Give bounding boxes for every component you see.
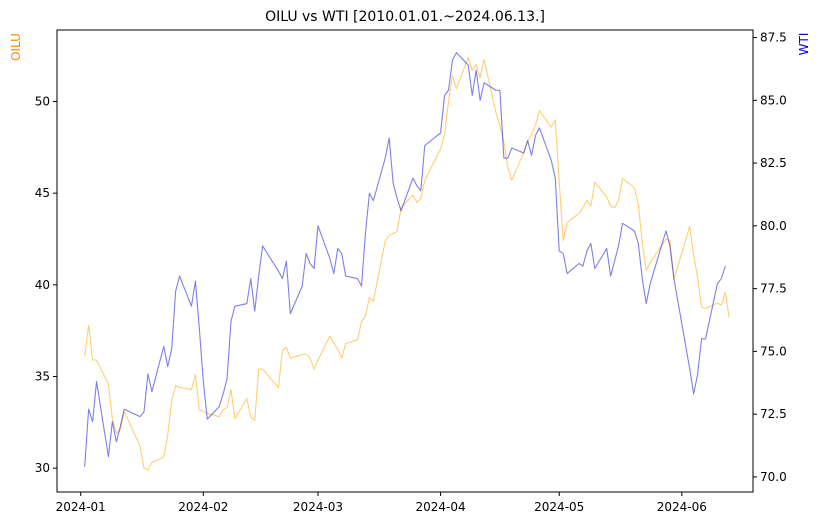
right-y-tick-label: 72.5 [760, 407, 787, 421]
series-layer [84, 52, 730, 471]
x-tick-label: 2024-05 [534, 500, 584, 514]
right-axis-ticks: 70.0 72.5 75.0 77.5 80.0 82.5 85.0 87.5 [753, 31, 787, 484]
x-axis-ticks: 2024-01 2024-02 2024-03 2024-04 2024-05 2024-… [56, 492, 707, 514]
chart-title: OILU vs WTI [2010.01.01.~2024.06.13.] [265, 9, 545, 25]
left-y-tick-label: 50 [35, 95, 50, 109]
right-y-tick-label: 75.0 [760, 344, 787, 358]
left-axis-ticks: 30 35 40 45 50 [35, 95, 57, 475]
x-tick-label: 2024-02 [178, 500, 228, 514]
right-y-tick-label: 87.5 [760, 31, 787, 45]
right-y-tick-label: 85.0 [760, 93, 787, 107]
left-y-tick-label: 35 [35, 370, 50, 384]
right-axis-label: WTI [797, 33, 811, 56]
left-y-tick-label: 30 [35, 461, 50, 475]
series-line-oilu [84, 56, 730, 471]
left-axis-label: OILU [9, 33, 23, 61]
right-y-tick-label: 70.0 [760, 470, 787, 484]
series-line-wti [84, 52, 726, 467]
plot-area-frame [56, 29, 754, 493]
left-y-tick-label: 45 [35, 186, 50, 200]
x-tick-label: 2024-01 [56, 500, 106, 514]
x-tick-label: 2024-06 [657, 500, 707, 514]
x-tick-label: 2024-04 [416, 500, 466, 514]
right-y-tick-label: 82.5 [760, 156, 787, 170]
x-tick-label: 2024-03 [293, 500, 343, 514]
right-y-tick-label: 80.0 [760, 219, 787, 233]
left-y-tick-label: 40 [35, 278, 50, 292]
right-y-tick-label: 77.5 [760, 282, 787, 296]
